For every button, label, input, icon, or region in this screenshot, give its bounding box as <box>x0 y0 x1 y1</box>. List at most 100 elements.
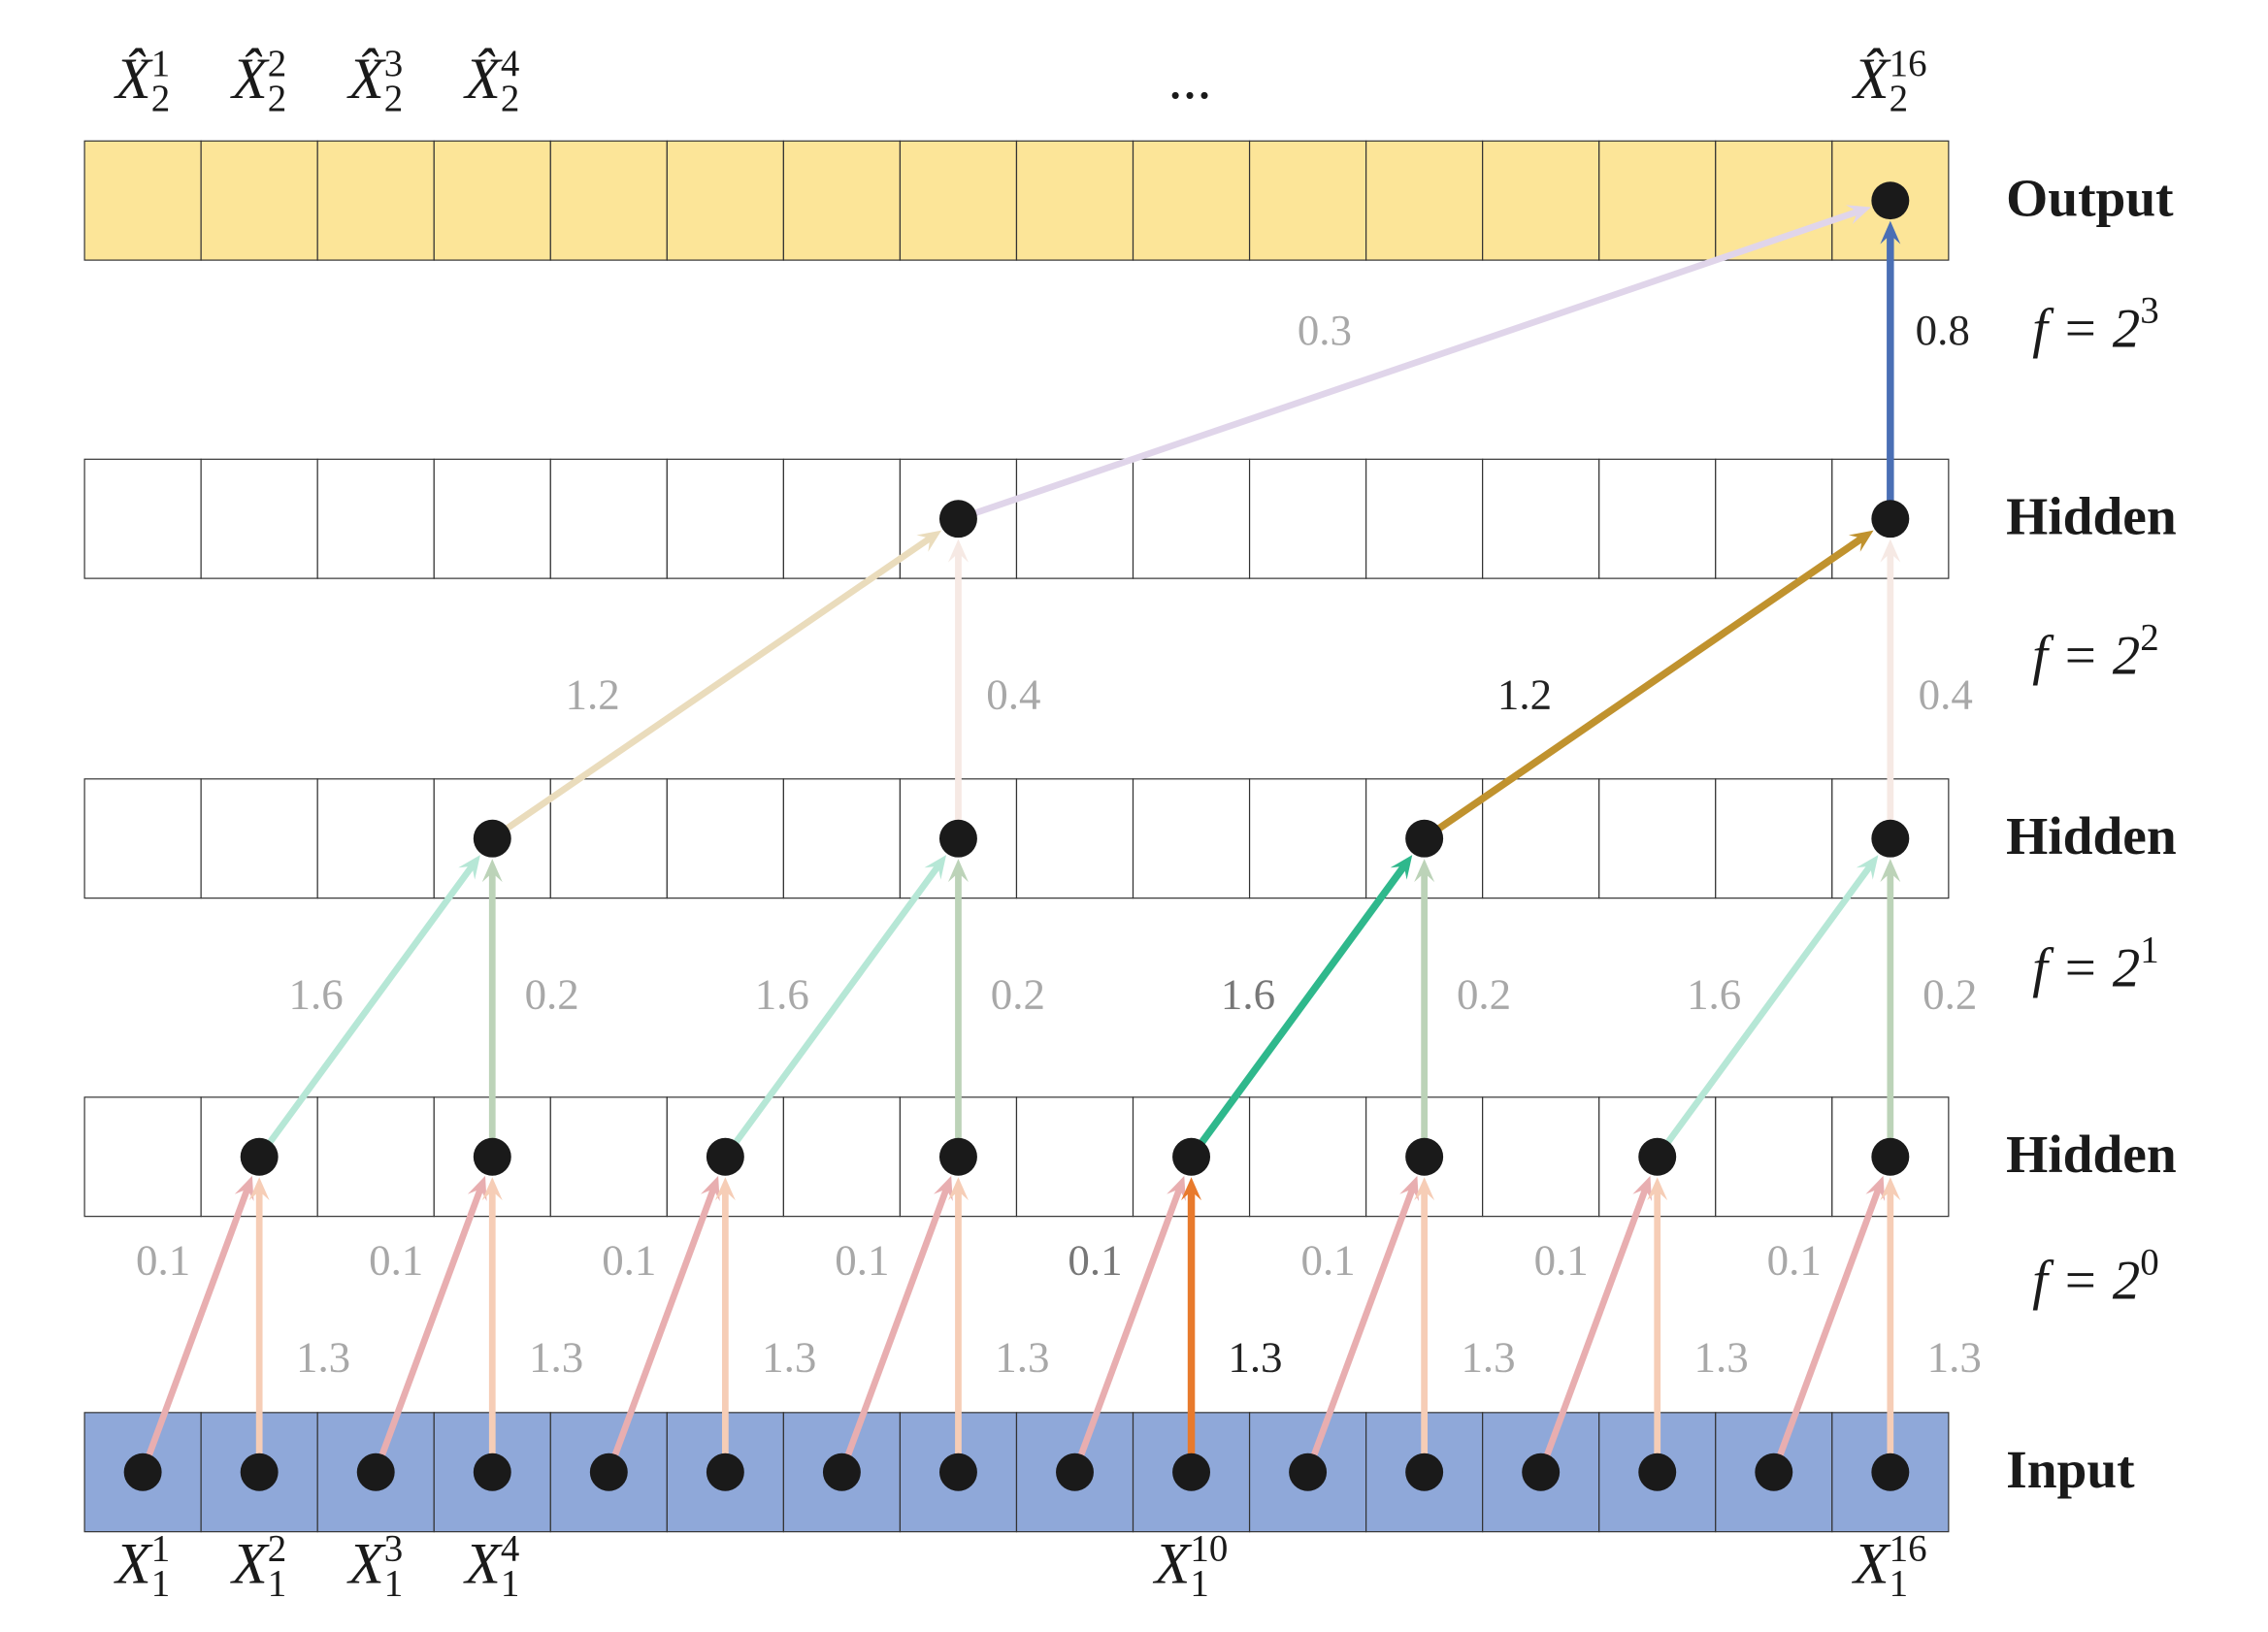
arrowhead <box>234 1175 254 1202</box>
variable-symbol: X̂ <box>463 47 503 111</box>
cell <box>1482 1096 1600 1218</box>
edge <box>963 207 1864 520</box>
weight-label: 1.3 <box>296 1333 350 1382</box>
weight-label: 0.1 <box>1534 1235 1589 1284</box>
node <box>1172 1452 1211 1491</box>
variable-symbol: ... <box>1169 47 1213 111</box>
variable-superscript: 2 <box>268 43 286 84</box>
edge <box>495 532 937 838</box>
cell <box>549 1096 668 1218</box>
weight-label: 0.1 <box>1767 1235 1822 1284</box>
variable-subscript: 1 <box>268 1563 286 1605</box>
cell <box>1598 778 1717 899</box>
cell <box>666 458 784 579</box>
cell <box>316 778 435 899</box>
cell <box>433 140 551 261</box>
variable-symbol: X <box>463 1531 503 1595</box>
edge <box>375 1183 486 1468</box>
arrowhead <box>714 1177 736 1201</box>
node <box>1871 181 1910 220</box>
variable-subscript: 2 <box>384 78 403 119</box>
arrowhead <box>1880 539 1901 563</box>
weight-label: 0.1 <box>1300 1235 1355 1284</box>
cell <box>1015 778 1134 899</box>
cell <box>1715 1096 1833 1218</box>
node <box>589 1452 628 1491</box>
cell <box>200 140 318 261</box>
cell <box>1132 140 1251 261</box>
node <box>938 1137 977 1176</box>
arrowhead <box>1856 855 1879 880</box>
arrowhead <box>481 1177 503 1201</box>
variable-subscript: 1 <box>151 1563 170 1605</box>
weight-label: 1.6 <box>755 969 809 1018</box>
dilation-exponent: 3 <box>2140 289 2158 331</box>
cell <box>433 458 551 579</box>
edge <box>726 860 944 1155</box>
edge <box>1427 532 1869 838</box>
cell <box>1132 458 1251 579</box>
variable-subscript: 2 <box>268 78 286 119</box>
variable-label: X̂3 2 <box>346 43 403 119</box>
cell <box>1598 140 1717 261</box>
node <box>1405 1452 1444 1491</box>
dilation-label: f = 23 <box>2032 289 2159 359</box>
cell <box>1248 140 1367 261</box>
arrowhead <box>467 1175 487 1202</box>
weight-label: 1.3 <box>1461 1333 1515 1382</box>
cell <box>1015 1096 1134 1218</box>
cell <box>549 458 668 579</box>
cell <box>83 1096 202 1218</box>
cell <box>1715 778 1833 899</box>
node <box>822 1452 861 1491</box>
variable-superscript: 10 <box>1190 1528 1228 1570</box>
weight-label: 0.1 <box>1068 1235 1122 1284</box>
arrowhead <box>1414 1177 1435 1201</box>
arrowhead <box>947 1177 969 1201</box>
variable-label: X10 1 <box>1153 1528 1229 1605</box>
weight-label: 1.6 <box>1687 969 1741 1018</box>
weight-label: 0.4 <box>986 670 1040 719</box>
node <box>1522 1452 1561 1491</box>
variable-symbol: X <box>1153 1531 1193 1595</box>
variable-superscript: 1 <box>151 43 170 84</box>
node <box>473 1452 511 1491</box>
variable-superscript: 3 <box>384 43 403 84</box>
dilation-exponent: 0 <box>2140 1241 2158 1283</box>
node <box>1638 1452 1677 1491</box>
cell <box>666 778 784 899</box>
cell <box>1482 458 1600 579</box>
layer-label: Hidden <box>2006 1125 2177 1184</box>
cell <box>549 778 668 899</box>
variable-label: X2 1 <box>230 1528 286 1605</box>
cell <box>1482 778 1600 899</box>
arrowhead <box>1865 1175 1886 1202</box>
cell <box>316 458 435 579</box>
cell <box>316 1096 435 1218</box>
arrowhead <box>1647 1177 1668 1201</box>
variable-label: X3 1 <box>346 1528 403 1605</box>
dilation-text: f = 2 <box>2032 938 2140 999</box>
variable-symbol: X <box>230 1531 270 1595</box>
node <box>938 500 977 539</box>
arrowhead <box>1414 859 1435 883</box>
node <box>1638 1137 1677 1176</box>
variable-superscript: 3 <box>384 1528 403 1570</box>
edge <box>1192 860 1410 1155</box>
variable-superscript: 4 <box>501 1528 519 1570</box>
node <box>123 1452 162 1491</box>
node <box>473 1137 511 1176</box>
variable-label: X̂4 2 <box>463 43 519 119</box>
variable-symbol: X̂ <box>346 47 386 111</box>
node <box>1172 1137 1211 1176</box>
weight-label: 0.2 <box>991 969 1045 1018</box>
node <box>1871 1452 1910 1491</box>
variable-label: X̂16 2 <box>1852 43 1927 119</box>
weight-label: 0.2 <box>525 969 579 1018</box>
dilation-label: f = 22 <box>2032 616 2159 686</box>
dilation-text: f = 2 <box>2032 299 2140 360</box>
node <box>1405 1137 1444 1176</box>
variable-superscript: 4 <box>501 43 519 84</box>
dilation-exponent: 2 <box>2140 616 2158 658</box>
weight-label: 1.6 <box>289 969 344 1018</box>
